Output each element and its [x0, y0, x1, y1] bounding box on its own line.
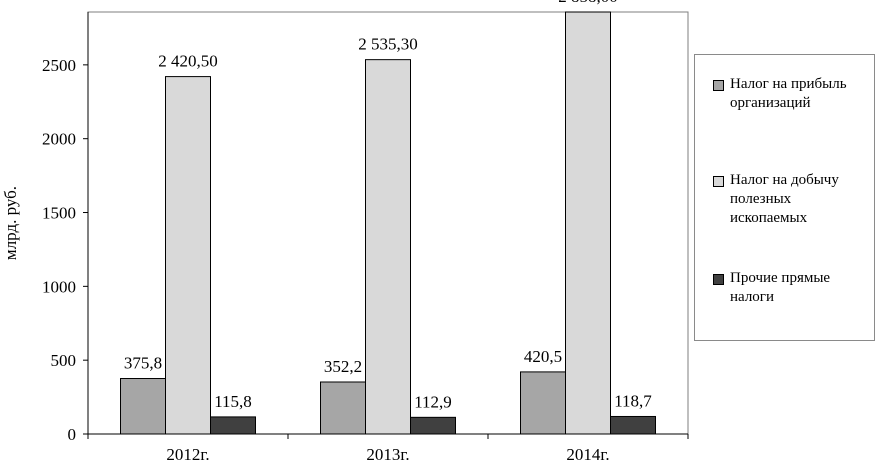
y-tick-label: 2000	[42, 130, 76, 149]
bar-mineral-tax	[165, 76, 211, 435]
x-tick-label: 2012г.	[166, 445, 209, 464]
bar-other-direct-taxes	[610, 415, 656, 435]
data-label-other-direct-taxes: 112,9	[414, 392, 452, 411]
legend-item-profit-tax: Налог на прибыль организаций	[713, 75, 870, 113]
legend-label-other-direct-taxes: Прочие прямые налоги	[730, 270, 831, 305]
legend-swatch-profit-tax	[713, 80, 724, 91]
legend-item-mineral-tax: Налог на добычу полезных ископаемых	[713, 171, 850, 228]
y-tick-label: 2500	[42, 56, 76, 75]
x-tick-label: 2014г.	[566, 445, 609, 464]
chart-axes: 0 500 1000 1500 2000 2500 2012г. 2013г. 2014г.	[42, 11, 689, 464]
legend-swatch-mineral-tax	[713, 176, 724, 187]
legend-item-other-direct-taxes: Прочие прямые налоги	[713, 269, 850, 307]
bar-mineral-tax	[565, 11, 611, 435]
data-label-mineral-tax: 2 858,00	[558, 0, 618, 6]
chart-data-labels: 375,8 2 420,50 115,8 352,2 2 535,30 112,9 420,…	[124, 0, 652, 411]
x-tick-label: 2013г.	[366, 445, 409, 464]
y-tick-label: 0	[68, 425, 77, 444]
y-tick-label: 500	[51, 351, 77, 370]
data-label-profit-tax: 375,8	[124, 354, 162, 373]
legend-label-profit-tax: Налог на прибыль организаций	[730, 76, 847, 111]
legend-label-mineral-tax: Налог на добычу полезных ископаемых	[730, 172, 839, 226]
bar-profit-tax	[520, 371, 566, 435]
legend-swatch-other-direct-taxes	[713, 274, 724, 285]
data-label-profit-tax: 420,5	[524, 347, 562, 366]
bar-other-direct-taxes	[210, 416, 256, 435]
y-tick-label: 1000	[42, 277, 76, 296]
bar-mineral-tax	[365, 59, 411, 435]
data-label-mineral-tax: 2 420,50	[158, 52, 218, 71]
y-axis-title: млрд. руб.	[1, 186, 20, 260]
bar-profit-tax	[120, 378, 166, 435]
bar-profit-tax	[320, 381, 366, 435]
data-label-profit-tax: 352,2	[324, 357, 362, 376]
data-label-other-direct-taxes: 118,7	[614, 391, 652, 410]
chart-bars	[120, 11, 656, 435]
chart-legend: Налог на прибыль организаций Налог на до…	[694, 54, 875, 341]
data-label-other-direct-taxes: 115,8	[214, 392, 252, 411]
bar-other-direct-taxes	[410, 416, 456, 435]
data-label-mineral-tax: 2 535,30	[358, 35, 418, 54]
y-tick-label: 1500	[42, 204, 76, 223]
